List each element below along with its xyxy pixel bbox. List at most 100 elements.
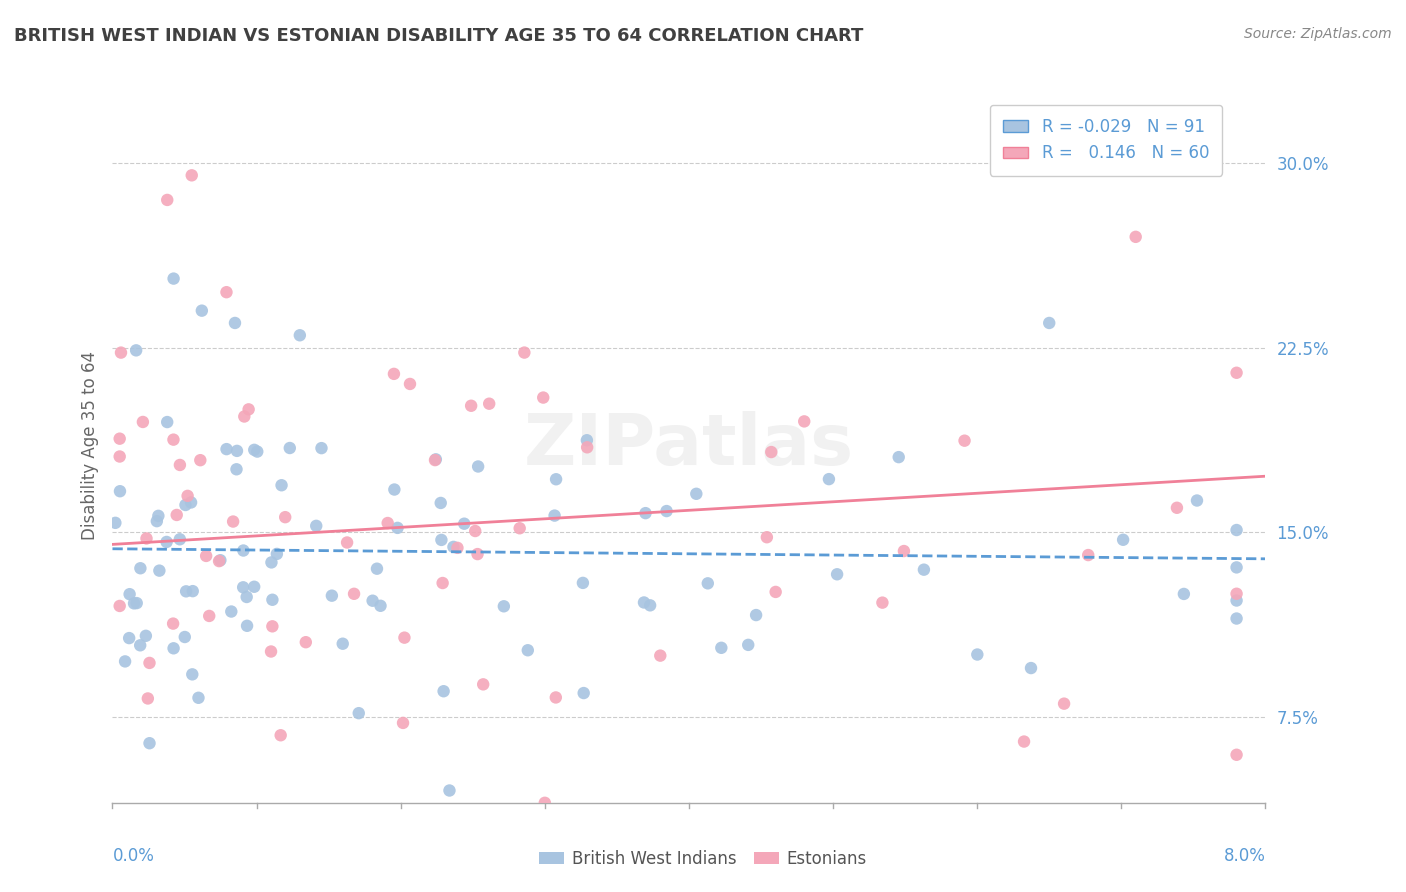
Point bbox=[155, 535, 177, 549]
Point bbox=[531, 391, 554, 405]
Point bbox=[1185, 493, 1208, 508]
Legend: R = -0.029   N = 91, R =   0.146   N = 60: R = -0.029 N = 91, R = 0.146 N = 60 bbox=[990, 104, 1222, 176]
Point bbox=[370, 599, 392, 613]
Point bbox=[432, 576, 454, 591]
Point bbox=[1038, 316, 1060, 330]
Point bbox=[174, 498, 197, 512]
Point bbox=[181, 667, 204, 681]
Point bbox=[169, 458, 191, 472]
Point bbox=[966, 648, 988, 662]
Point bbox=[266, 547, 288, 561]
Point bbox=[235, 590, 257, 604]
Point bbox=[110, 345, 132, 359]
Point bbox=[118, 631, 141, 645]
Point bbox=[509, 521, 531, 535]
Text: BRITISH WEST INDIAN VS ESTONIAN DISABILITY AGE 35 TO 64 CORRELATION CHART: BRITISH WEST INDIAN VS ESTONIAN DISABILI… bbox=[14, 27, 863, 45]
Point bbox=[232, 580, 254, 594]
Point bbox=[108, 450, 131, 464]
Point bbox=[1226, 523, 1249, 537]
Point bbox=[576, 440, 599, 454]
Point bbox=[138, 736, 160, 750]
Point bbox=[270, 478, 292, 492]
Point bbox=[156, 415, 179, 429]
Point bbox=[262, 619, 284, 633]
Point bbox=[332, 637, 354, 651]
Point bbox=[187, 690, 209, 705]
Point bbox=[125, 596, 148, 610]
Point bbox=[122, 596, 145, 610]
Point bbox=[534, 796, 557, 810]
Point bbox=[108, 484, 131, 499]
Point bbox=[433, 684, 456, 698]
Point bbox=[215, 442, 238, 456]
Point bbox=[478, 397, 501, 411]
Point bbox=[655, 504, 678, 518]
Text: 0.0%: 0.0% bbox=[112, 847, 155, 865]
Point bbox=[1226, 366, 1249, 380]
Point bbox=[260, 644, 283, 658]
Point bbox=[1077, 548, 1099, 562]
Point bbox=[544, 690, 567, 705]
Point bbox=[162, 271, 184, 285]
Point bbox=[1226, 587, 1249, 601]
Point bbox=[138, 656, 160, 670]
Point bbox=[366, 562, 388, 576]
Point bbox=[430, 533, 453, 547]
Point bbox=[108, 432, 131, 446]
Point bbox=[180, 495, 202, 509]
Point bbox=[136, 691, 159, 706]
Point bbox=[793, 414, 815, 428]
Point bbox=[638, 599, 661, 613]
Point bbox=[543, 508, 565, 523]
Point bbox=[745, 608, 768, 623]
Point bbox=[198, 609, 221, 624]
Point bbox=[162, 616, 184, 631]
Point bbox=[104, 516, 127, 530]
Point bbox=[108, 599, 131, 613]
Point bbox=[361, 593, 384, 607]
Point bbox=[118, 587, 141, 601]
Point bbox=[634, 506, 657, 520]
Point bbox=[129, 561, 152, 575]
Point bbox=[1166, 500, 1188, 515]
Point bbox=[953, 434, 976, 448]
Point bbox=[1019, 661, 1042, 675]
Point bbox=[446, 541, 468, 555]
Y-axis label: Disability Age 35 to 64: Disability Age 35 to 64 bbox=[80, 351, 98, 541]
Point bbox=[1226, 747, 1249, 762]
Point bbox=[761, 445, 783, 459]
Point bbox=[173, 630, 195, 644]
Point bbox=[347, 706, 370, 721]
Point bbox=[114, 654, 136, 668]
Point bbox=[181, 584, 204, 599]
Point bbox=[169, 533, 191, 547]
Point bbox=[737, 638, 759, 652]
Point bbox=[387, 521, 409, 535]
Legend: British West Indians, Estonians: British West Indians, Estonians bbox=[533, 844, 873, 875]
Point bbox=[215, 285, 238, 300]
Point bbox=[238, 402, 260, 417]
Point bbox=[1226, 593, 1249, 607]
Point bbox=[472, 677, 495, 691]
Point bbox=[176, 489, 198, 503]
Point bbox=[439, 783, 461, 797]
Point bbox=[246, 444, 269, 458]
Point bbox=[243, 442, 266, 457]
Point bbox=[162, 641, 184, 656]
Point bbox=[685, 487, 707, 501]
Point bbox=[224, 316, 246, 330]
Point bbox=[162, 433, 184, 447]
Point bbox=[222, 515, 245, 529]
Point bbox=[274, 510, 297, 524]
Point bbox=[191, 303, 214, 318]
Point bbox=[755, 530, 778, 544]
Point bbox=[460, 399, 482, 413]
Point bbox=[710, 640, 733, 655]
Text: ZIPatlas: ZIPatlas bbox=[524, 411, 853, 481]
Point bbox=[180, 169, 202, 183]
Point bbox=[221, 605, 243, 619]
Point bbox=[148, 508, 170, 523]
Point bbox=[226, 443, 249, 458]
Point bbox=[443, 540, 465, 554]
Point bbox=[912, 563, 935, 577]
